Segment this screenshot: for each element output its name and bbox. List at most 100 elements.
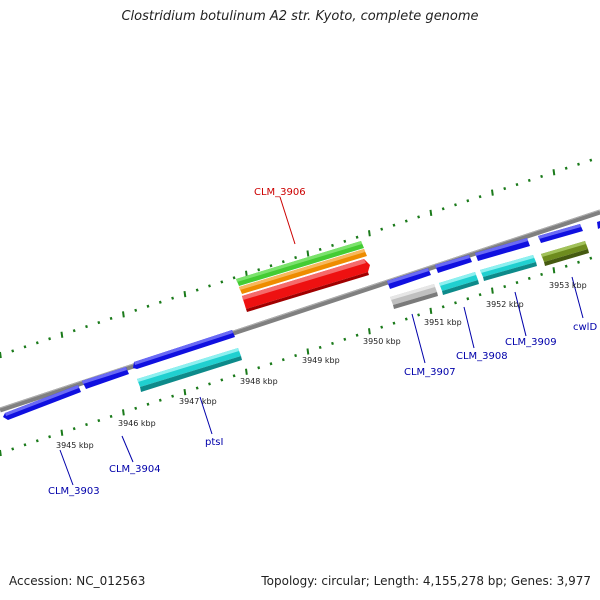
minor-tick [503,284,507,289]
minor-tick [109,414,113,419]
feature-clm-3909-cds[interactable] [480,255,537,281]
major-tick [429,209,433,217]
feature-clm-3904[interactable] [82,367,129,389]
major-tick [60,331,64,338]
minor-tick [331,341,334,346]
minor-tick [392,223,396,227]
feature-clm-3908-cds[interactable] [439,272,479,295]
minor-tick [281,260,285,264]
minor-tick [343,337,347,341]
minor-tick [404,317,408,321]
major-tick [368,328,371,335]
kbp-label: 3953 kbp [549,281,587,290]
minor-tick [441,207,445,211]
minor-tick [294,353,298,358]
upper-tick-track [0,158,593,359]
minor-tick [23,345,27,349]
minor-tick [577,260,580,264]
major-tick [0,449,2,457]
major-tick [122,409,125,416]
major-tick [491,189,494,196]
minor-tick [515,280,519,285]
kbp-label: 3947 kbp [179,397,217,406]
major-tick [368,230,371,237]
feature-clm-3906-mrna[interactable] [239,249,367,294]
major-tick [429,307,433,315]
minor-tick [454,203,457,207]
gene-label-clm-3908[interactable]: CLM_3908 [456,351,508,362]
minor-tick [257,366,261,370]
gene-label-cwld[interactable]: cwlD [573,322,597,333]
major-tick [60,429,64,436]
minor-tick [417,313,421,317]
minor-tick [294,255,298,260]
minor-tick [380,325,384,329]
feature-clm-3903[interactable] [3,385,81,420]
major-tick [183,290,187,298]
minor-tick [589,256,593,260]
major-tick [0,351,2,359]
minor-tick [441,305,445,309]
minor-tick [540,272,544,277]
minor-tick [85,324,88,329]
minor-tick [281,358,285,362]
gene-label-clm-3909[interactable]: CLM_3909 [505,337,557,348]
minor-tick [134,406,138,410]
minor-tick [392,321,396,325]
feature-cwld-cds[interactable] [541,241,589,266]
minor-tick [269,362,273,366]
feature-ptsi[interactable] [133,330,235,369]
leader-lines [59,276,584,486]
kbp-label: 3946 kbp [118,419,156,428]
feature-clm-3909[interactable] [475,238,530,261]
minor-tick [564,166,568,170]
minor-tick [35,341,39,345]
major-tick [245,368,248,375]
feature-clm-3908[interactable] [435,255,472,273]
kbp-label: 3950 kbp [363,337,401,346]
gene-label-clm-3904[interactable]: CLM_3904 [109,464,161,475]
minor-tick [171,296,175,300]
minor-tick [589,158,593,162]
minor-tick [158,300,162,304]
minor-tick [23,443,27,447]
lower-tick-track [0,256,593,457]
feature-clm-3906-cds[interactable] [242,259,370,312]
minor-tick [72,427,76,431]
minor-tick [195,288,199,292]
minor-tick [109,316,113,321]
minor-tick [232,276,236,280]
minor-tick [527,178,531,183]
gene-label-clm-3903[interactable]: CLM_3903 [48,486,100,497]
gene-label-clm-3906[interactable]: CLM_3906 [254,187,306,198]
major-tick [306,250,310,257]
minor-tick [11,447,15,451]
gene-label-ptsi[interactable]: ptsI [205,437,223,448]
feature-clm-3907-cds[interactable] [390,284,438,309]
minor-tick [72,329,76,333]
feature-clm-3907[interactable] [387,268,431,289]
gene-label-clm-3907[interactable]: CLM_3907 [404,367,456,378]
kbp-label: 3951 kbp [424,318,462,327]
minor-tick [466,199,470,203]
major-tick [552,267,556,274]
minor-tick [318,247,322,252]
major-tick [306,348,310,355]
feature-offscreen-edge[interactable] [597,221,600,229]
minor-tick [343,239,347,243]
genome-backbone-highlight [0,209,600,409]
minor-tick [478,195,482,199]
feature-clm-3906-gene[interactable] [236,241,364,286]
minor-tick [515,182,519,187]
feature-cwld[interactable] [538,224,583,243]
minor-tick [220,378,224,382]
minor-tick [171,394,175,398]
minor-tick [355,333,359,337]
minor-tick [257,268,261,272]
minor-tick [564,264,568,268]
minor-tick [195,386,199,390]
feature-ptsi-cds[interactable] [137,348,242,392]
kbp-label: 3952 kbp [486,300,524,309]
